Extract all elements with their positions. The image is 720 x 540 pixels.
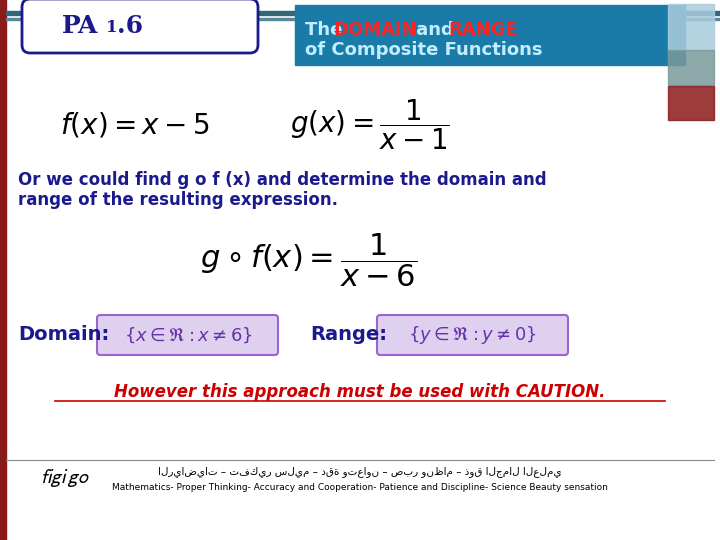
Text: RANGE: RANGE — [448, 21, 518, 39]
Bar — [295, 5, 685, 65]
Text: Mathematics- Proper Thinking- Accuracy and Cooperation- Patience and Discipline-: Mathematics- Proper Thinking- Accuracy a… — [112, 483, 608, 492]
Bar — [668, 86, 714, 120]
Bar — [668, 4, 714, 50]
Text: DOMAIN: DOMAIN — [333, 21, 417, 39]
Text: Range:: Range: — [310, 326, 387, 345]
FancyBboxPatch shape — [97, 315, 278, 355]
Text: However this approach must be used with CAUTION.: However this approach must be used with … — [114, 383, 606, 401]
Text: Domain:: Domain: — [18, 326, 109, 345]
Bar — [6, 18, 720, 20]
Text: $\{y\in\mathfrak{R}:y\neq 0\}$: $\{y\in\mathfrak{R}:y\neq 0\}$ — [408, 324, 536, 346]
Bar — [6, 11, 720, 15]
FancyBboxPatch shape — [377, 315, 568, 355]
Text: $g\circ f(x)=\dfrac{1}{x-6}$: $g\circ f(x)=\dfrac{1}{x-6}$ — [200, 231, 418, 289]
Text: The: The — [305, 21, 348, 39]
Text: of Composite Functions: of Composite Functions — [305, 41, 542, 59]
FancyBboxPatch shape — [22, 0, 258, 53]
Text: $g(x)=\dfrac{1}{x-1}$: $g(x)=\dfrac{1}{x-1}$ — [290, 98, 450, 152]
Text: $\{x\in\mathfrak{R}:x\neq 6\}$: $\{x\in\mathfrak{R}:x\neq 6\}$ — [124, 325, 253, 345]
Text: 1: 1 — [107, 19, 118, 37]
Text: range of the resulting expression.: range of the resulting expression. — [18, 191, 338, 209]
Text: $\mathcal{figi\,go}$: $\mathcal{figi\,go}$ — [40, 467, 90, 489]
Text: $f(x)= x-5$: $f(x)= x-5$ — [60, 111, 210, 139]
Text: PA: PA — [62, 14, 98, 38]
Text: الرياضيات – تفكير سليم – دقة وتعاون – صبر ونظام – ذوق الجمال العلمي: الرياضيات – تفكير سليم – دقة وتعاون – صب… — [158, 467, 562, 477]
Text: and: and — [410, 21, 460, 39]
Bar — [0, 0, 6, 540]
Text: Or we could find g o f (x) and determine the domain and: Or we could find g o f (x) and determine… — [18, 171, 546, 189]
Bar — [668, 50, 714, 85]
Text: .6: .6 — [117, 14, 143, 38]
